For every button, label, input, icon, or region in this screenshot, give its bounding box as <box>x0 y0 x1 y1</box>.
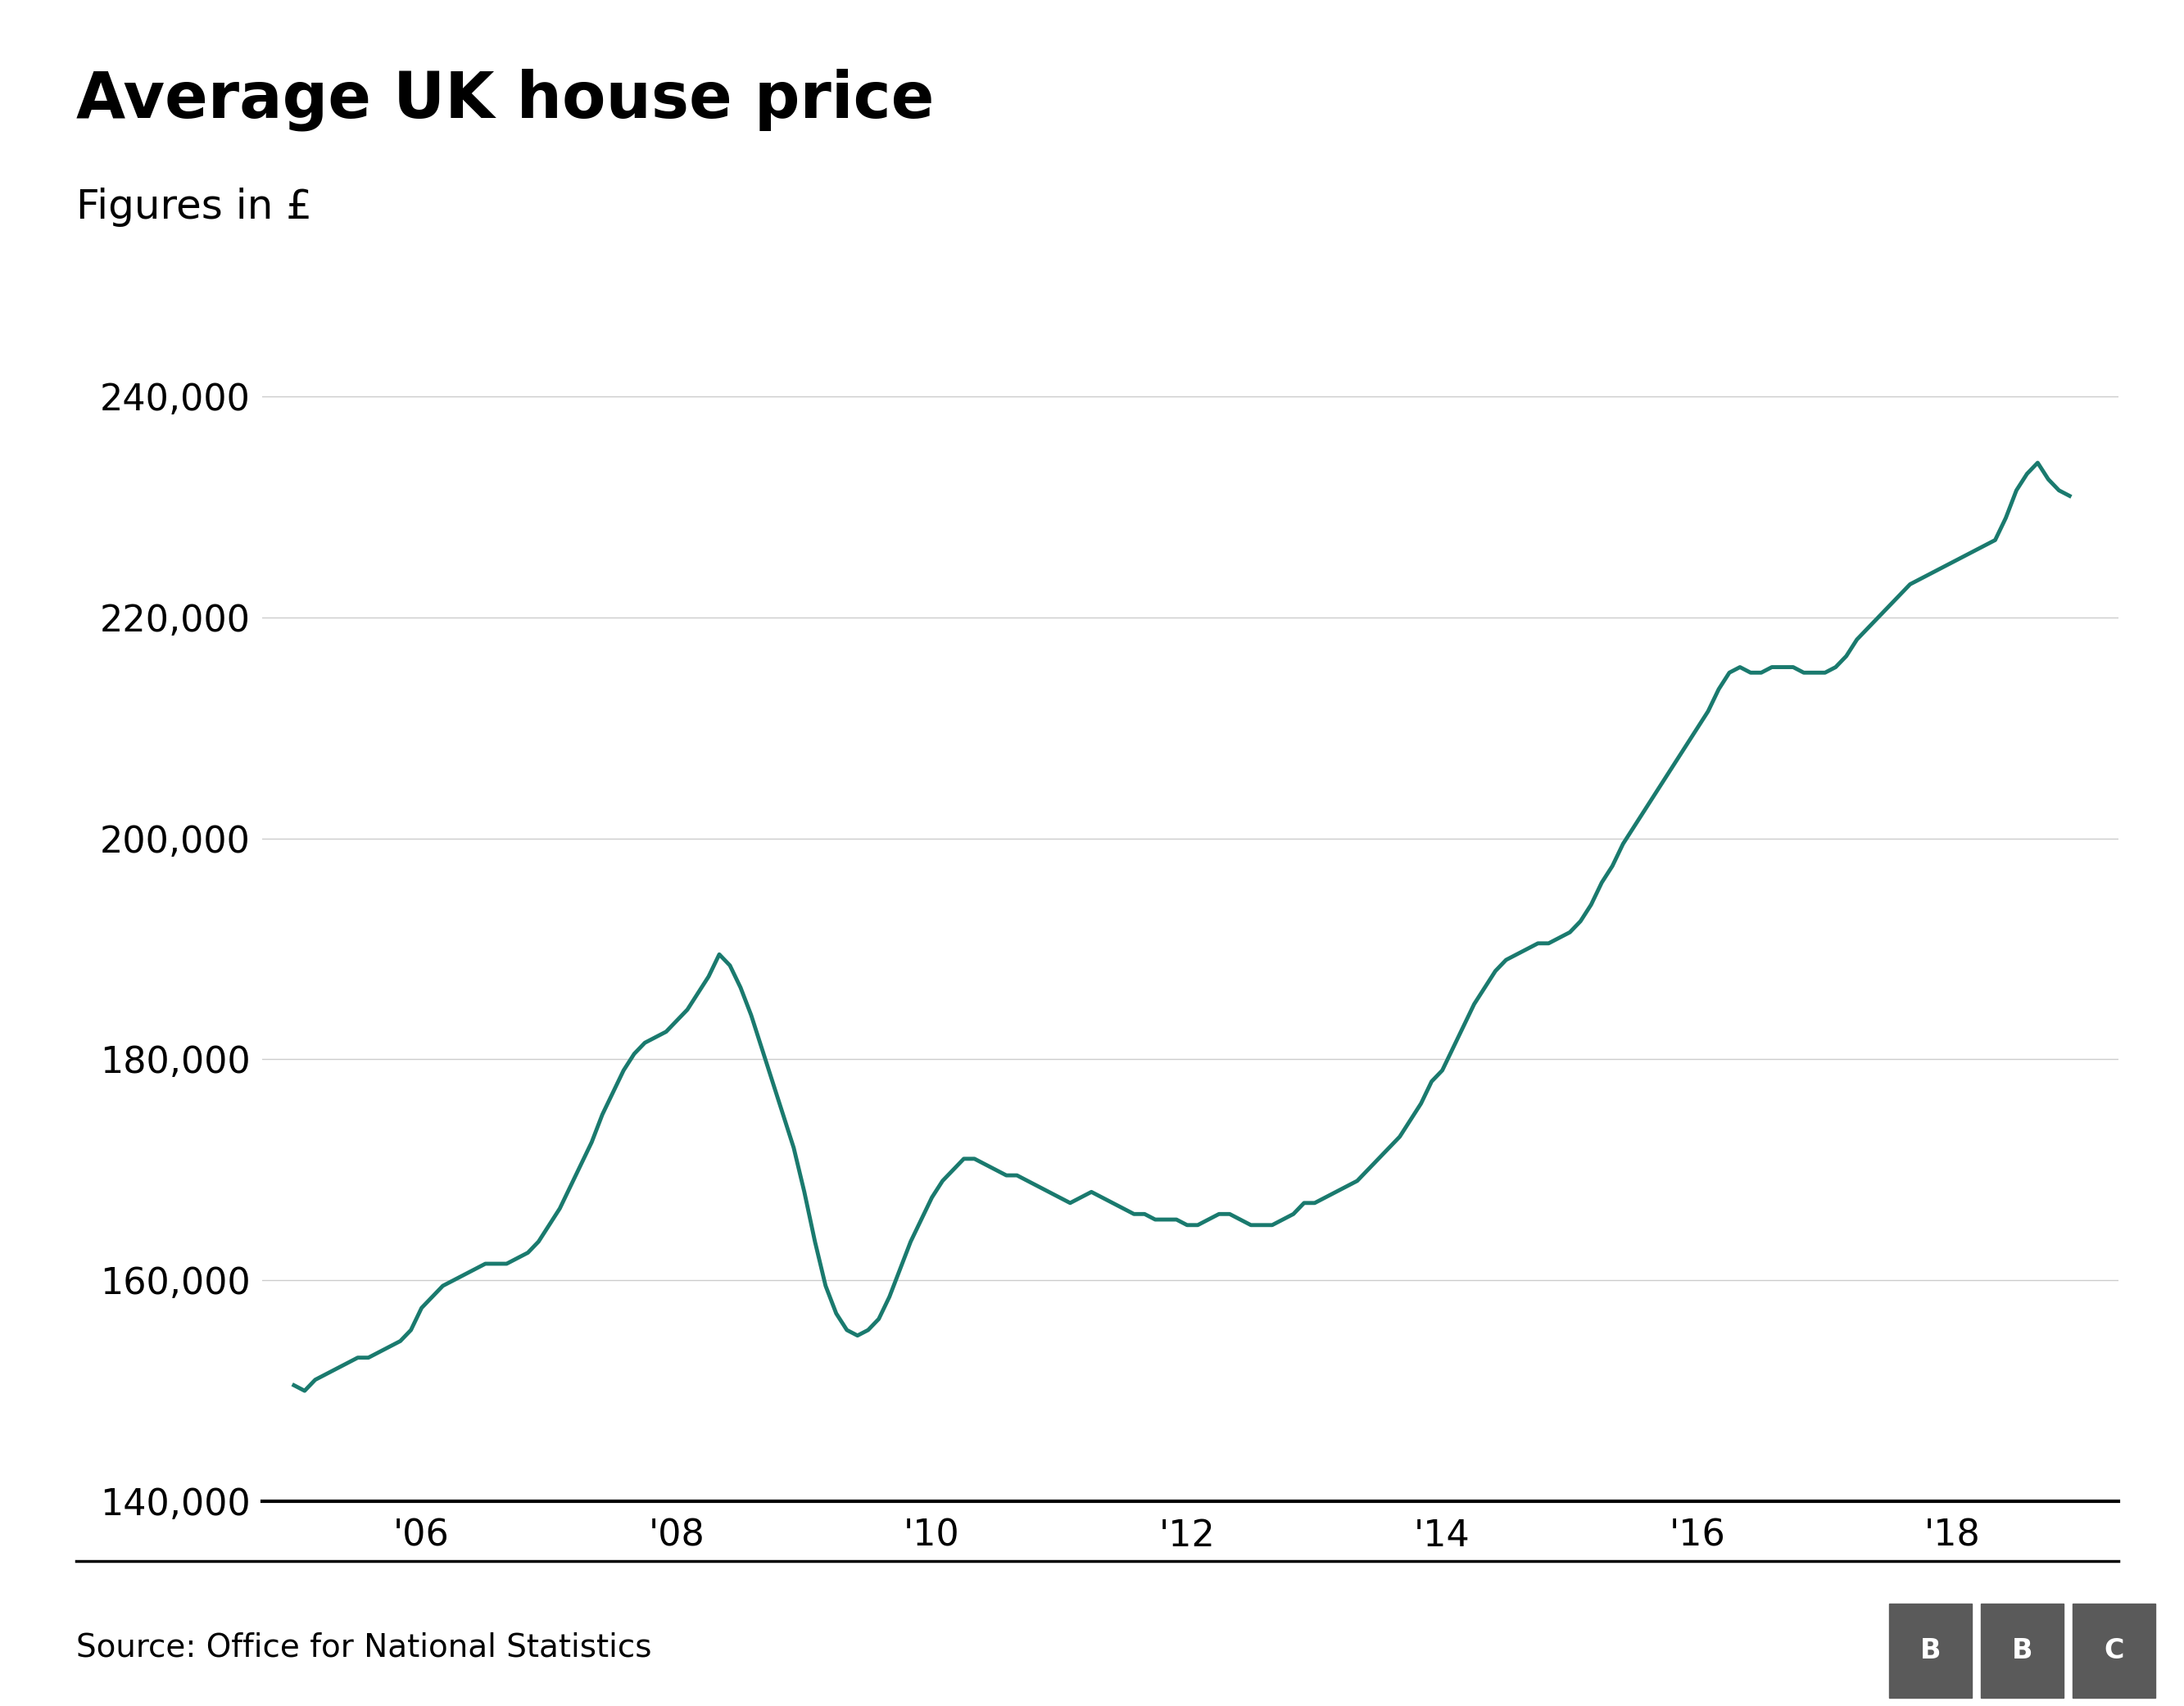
Text: Source: Office for National Statistics: Source: Office for National Statistics <box>76 1633 653 1663</box>
Text: Figures in £: Figures in £ <box>76 188 312 227</box>
Text: Average UK house price: Average UK house price <box>76 68 935 131</box>
Text: B: B <box>1920 1638 1942 1663</box>
Text: C: C <box>2103 1638 2125 1663</box>
Text: B: B <box>2011 1638 2033 1663</box>
